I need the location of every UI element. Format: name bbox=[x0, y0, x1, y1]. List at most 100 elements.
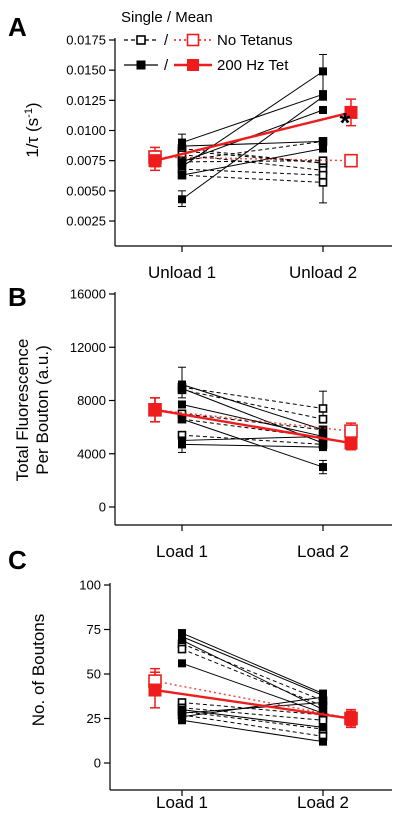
series-line bbox=[181, 413, 324, 431]
mean-point-open bbox=[344, 153, 358, 168]
legend-label: No Tetanus bbox=[217, 32, 293, 49]
x-tick-label: Load 1 bbox=[156, 542, 208, 561]
y-tick-label: 0.0100 bbox=[66, 123, 106, 138]
series-line bbox=[181, 701, 324, 716]
series-line bbox=[181, 418, 324, 468]
series-line bbox=[181, 648, 324, 707]
x-tick-label: Unload 1 bbox=[148, 263, 216, 282]
series-line bbox=[181, 148, 324, 176]
mean-line bbox=[154, 408, 352, 445]
y-axis-title: Per Bouton (a.u.) bbox=[33, 345, 52, 474]
series-line bbox=[181, 160, 324, 163]
data-point bbox=[178, 171, 186, 180]
data-point bbox=[318, 404, 328, 413]
series-line bbox=[181, 384, 324, 431]
series-line bbox=[181, 140, 324, 147]
mean-line bbox=[154, 111, 352, 162]
series-line bbox=[181, 636, 324, 696]
mean-point-filled bbox=[344, 712, 358, 725]
legend-mean-marker bbox=[186, 33, 200, 47]
legend: Single / Mean / No Tetanus / 200 Hz Tet bbox=[121, 9, 293, 74]
x-tick-label: Unload 2 bbox=[289, 263, 357, 282]
y-axis-title: No. of Boutons bbox=[29, 614, 48, 726]
data-point bbox=[178, 142, 186, 151]
y-tick-label: 8000 bbox=[77, 393, 106, 408]
y-tick-label: 0.0150 bbox=[66, 63, 106, 78]
y-axis-title-sup: -1 bbox=[23, 108, 35, 118]
y-tick-label: 12000 bbox=[70, 340, 106, 355]
series-line bbox=[181, 389, 324, 420]
panel-c: C 0 25 50 75 100 Load 1 Load 2 No. of Boutons bbox=[8, 545, 392, 812]
data-point bbox=[319, 723, 327, 732]
panel-a: A 0.0025 0.0050 0.0075 0.0100 0.0125 0.0150 0.0… bbox=[8, 12, 392, 282]
y-axis-title: 1/τ (s-1) bbox=[23, 102, 42, 157]
y-tick-label: 0.0025 bbox=[66, 214, 106, 229]
series-line bbox=[181, 174, 324, 183]
data-point bbox=[319, 137, 327, 146]
y-tick-label: 4000 bbox=[77, 446, 106, 461]
data-point bbox=[178, 440, 186, 449]
data-point bbox=[319, 432, 327, 441]
data-point bbox=[178, 384, 186, 393]
y-tick-label: 0.0175 bbox=[66, 33, 106, 48]
data-point bbox=[319, 737, 327, 746]
panel-b: B 0 4000 8000 12000 16000 Load 1 Load 2 Total Fl… bbox=[8, 282, 392, 561]
mean-point-open bbox=[344, 424, 358, 438]
series-line bbox=[181, 662, 324, 714]
series-line bbox=[181, 434, 324, 445]
data-point bbox=[319, 693, 327, 702]
data-point bbox=[178, 716, 186, 725]
data-point bbox=[178, 415, 186, 424]
series-line bbox=[181, 168, 324, 176]
significance-star: * bbox=[340, 107, 351, 138]
mean-point-filled bbox=[344, 105, 358, 119]
series-line bbox=[181, 643, 324, 702]
data-point bbox=[319, 67, 327, 76]
y-tick-label: 100 bbox=[79, 578, 101, 593]
legend-header: Single / Mean bbox=[121, 9, 213, 26]
data-point bbox=[319, 463, 327, 472]
y-axis-title-end: ) bbox=[23, 102, 42, 108]
legend-mean-marker bbox=[187, 59, 199, 71]
y-tick-label: 75 bbox=[87, 622, 101, 637]
data-point bbox=[177, 644, 187, 654]
x-tick-label: Load 1 bbox=[156, 793, 208, 812]
data-point bbox=[178, 162, 186, 171]
panel-letter: B bbox=[8, 282, 27, 312]
y-tick-label: 0 bbox=[94, 756, 101, 771]
x-tick-label: Load 2 bbox=[297, 793, 349, 812]
data-point bbox=[178, 659, 186, 668]
series-line bbox=[181, 70, 324, 168]
y-axis-title-base: 1/τ (s bbox=[23, 118, 42, 158]
y-axis-title: Total Fluorescence bbox=[13, 339, 32, 482]
series-line bbox=[181, 714, 324, 737]
mean-point-filled bbox=[148, 683, 162, 697]
x-tick-label: Load 2 bbox=[297, 542, 349, 561]
y-tick-label: 25 bbox=[87, 711, 101, 726]
y-tick-label: 0.0075 bbox=[66, 153, 106, 168]
series-line bbox=[181, 386, 324, 409]
data-point bbox=[178, 195, 186, 204]
series-line bbox=[181, 707, 324, 721]
series-line bbox=[181, 709, 324, 728]
legend-label: 200 Hz Tet bbox=[217, 57, 289, 74]
y-tick-label: 50 bbox=[87, 667, 101, 682]
data-point bbox=[178, 636, 186, 645]
series-line bbox=[181, 418, 324, 439]
data-point bbox=[319, 144, 327, 153]
panel-letter: C bbox=[8, 545, 27, 575]
data-point bbox=[318, 715, 328, 725]
legend-slash: / bbox=[164, 32, 169, 49]
data-point bbox=[319, 92, 327, 101]
series-line bbox=[181, 710, 324, 730]
series-line bbox=[181, 96, 324, 200]
panel-letter: A bbox=[8, 12, 27, 42]
legend-single-marker bbox=[136, 35, 146, 45]
series-line bbox=[181, 404, 324, 437]
data-point bbox=[178, 400, 186, 409]
mean-point-filled bbox=[148, 403, 162, 417]
mean-line bbox=[154, 688, 352, 720]
series-line bbox=[181, 632, 324, 695]
data-point bbox=[319, 105, 327, 114]
legend-single-marker bbox=[136, 60, 146, 70]
